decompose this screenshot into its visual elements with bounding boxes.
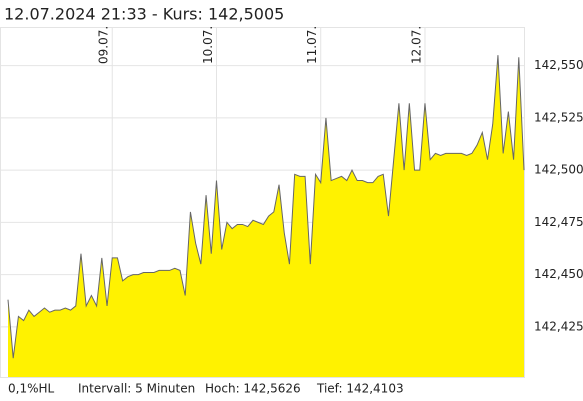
y-tick-label: 142,425: [534, 319, 583, 333]
y-tick-label: 142,525: [534, 110, 583, 124]
plot-frame: [0, 27, 525, 378]
line: [7, 55, 525, 359]
y-tick-label: 142,450: [534, 267, 583, 281]
area: [8, 55, 524, 377]
y-tick-label: 142,475: [534, 215, 583, 229]
x-tick-label: 11.07.: [305, 26, 319, 64]
footer-label: Intervall: 5 Minuten: [78, 382, 195, 396]
y-tick-label: 142,500: [534, 163, 583, 177]
footer-label: Hoch: 142,5626: [205, 382, 301, 396]
footer-label: Tief: 142,4103: [316, 382, 404, 396]
footer-label: 0,1%HL: [8, 382, 55, 396]
y-tick-label: 142,550: [534, 58, 583, 72]
x-tick-label: 10.07.: [201, 26, 215, 64]
x-tick-label: 12.07.: [409, 26, 423, 64]
chart-title: 12.07.2024 21:33 - Kurs: 142,5005: [4, 5, 284, 24]
x-tick-label: 09.07.: [97, 26, 111, 64]
